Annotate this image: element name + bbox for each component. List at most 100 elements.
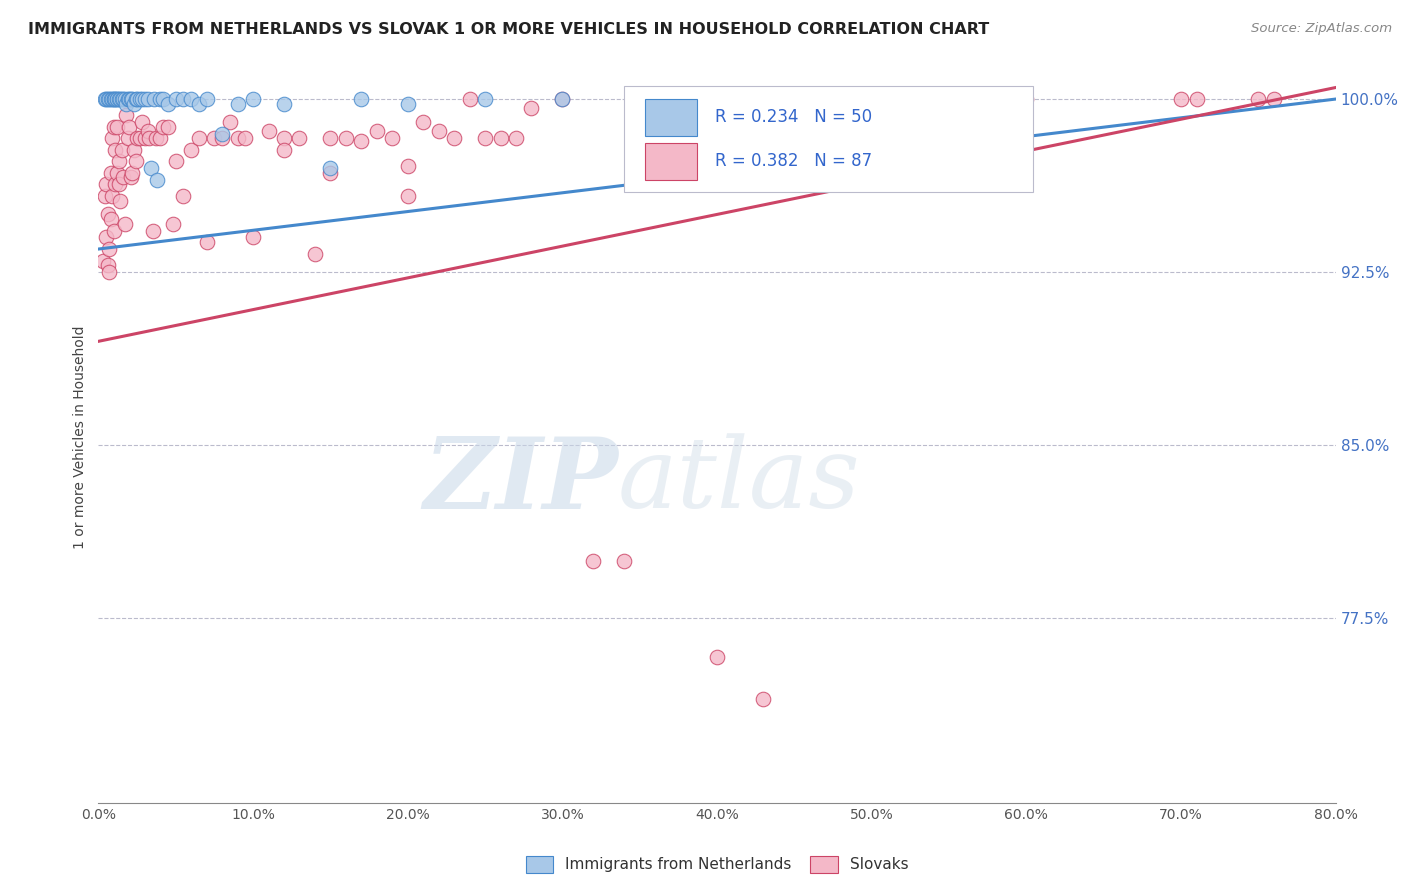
Point <box>96 230 118 244</box>
FancyBboxPatch shape <box>645 143 697 179</box>
Point <box>96 178 118 192</box>
Point <box>103 92 125 106</box>
Point <box>104 178 127 192</box>
Point <box>145 131 167 145</box>
Point <box>146 173 169 187</box>
Point <box>427 124 450 138</box>
Point <box>107 154 129 169</box>
Point <box>111 143 134 157</box>
Point <box>257 124 280 138</box>
Text: R = 0.382   N = 87: R = 0.382 N = 87 <box>714 153 872 170</box>
Point <box>288 131 311 145</box>
Point <box>551 92 574 106</box>
Point <box>124 92 146 106</box>
Point <box>443 131 465 145</box>
Point <box>138 131 160 145</box>
Point <box>165 92 187 106</box>
Text: atlas: atlas <box>619 434 860 529</box>
Point <box>1247 92 1270 106</box>
Point <box>319 166 342 180</box>
Point <box>396 159 419 173</box>
Point <box>396 189 419 203</box>
Point <box>105 120 128 134</box>
Point <box>127 131 149 145</box>
Point <box>165 154 187 169</box>
Point <box>131 92 153 106</box>
Point <box>520 101 543 115</box>
Point <box>173 189 195 203</box>
Text: ZIP: ZIP <box>423 433 619 529</box>
Point <box>458 92 481 106</box>
Point <box>366 124 388 138</box>
Point <box>242 92 264 106</box>
Point <box>489 131 512 145</box>
Point <box>115 96 138 111</box>
Point <box>97 207 120 221</box>
Text: R = 0.234   N = 50: R = 0.234 N = 50 <box>714 109 872 127</box>
Point <box>226 96 249 111</box>
Point <box>768 92 790 106</box>
Point <box>474 131 496 145</box>
Point <box>93 92 115 106</box>
Point <box>242 230 264 244</box>
Point <box>101 131 124 145</box>
Text: Source: ZipAtlas.com: Source: ZipAtlas.com <box>1251 22 1392 36</box>
Point <box>152 92 174 106</box>
Point <box>127 92 149 106</box>
Point <box>188 131 211 145</box>
Point <box>120 170 142 185</box>
Point <box>211 127 233 141</box>
Point <box>219 115 242 129</box>
Point <box>149 92 172 106</box>
Point <box>117 92 139 106</box>
Point <box>112 170 135 185</box>
Point <box>112 92 135 106</box>
Point <box>273 143 295 157</box>
Point <box>319 131 342 145</box>
Point <box>1015 92 1038 106</box>
Point <box>96 92 118 106</box>
Point <box>173 92 195 106</box>
Point <box>226 131 249 145</box>
Point <box>100 92 122 106</box>
Point <box>111 92 134 106</box>
Point <box>104 143 127 157</box>
Point <box>98 242 121 256</box>
Point <box>122 143 145 157</box>
Point <box>105 166 128 180</box>
Point <box>103 92 125 106</box>
Point <box>114 92 136 106</box>
Point <box>121 166 143 180</box>
Point <box>98 265 121 279</box>
Point <box>104 92 127 106</box>
Point <box>188 96 211 111</box>
Point <box>675 92 697 106</box>
FancyBboxPatch shape <box>645 99 697 136</box>
Point <box>211 131 233 145</box>
Point <box>103 120 125 134</box>
Point <box>474 92 496 106</box>
Point <box>118 120 141 134</box>
Point <box>124 154 146 169</box>
Point <box>101 92 124 106</box>
Point <box>235 131 257 145</box>
Point <box>105 92 128 106</box>
Point <box>98 92 121 106</box>
FancyBboxPatch shape <box>624 86 1032 192</box>
Point <box>1185 92 1208 106</box>
Text: IMMIGRANTS FROM NETHERLANDS VS SLOVAK 1 OR MORE VEHICLES IN HOUSEHOLD CORRELATIO: IMMIGRANTS FROM NETHERLANDS VS SLOVAK 1 … <box>28 22 990 37</box>
Point <box>101 189 124 203</box>
Point <box>644 92 666 106</box>
Point <box>107 92 129 106</box>
Point <box>195 92 218 106</box>
Point <box>335 131 357 145</box>
Point <box>180 92 202 106</box>
Point <box>162 217 184 231</box>
Point <box>129 131 152 145</box>
Point <box>319 161 342 176</box>
Point <box>115 108 138 122</box>
Point <box>157 96 180 111</box>
Point <box>142 223 165 237</box>
Point <box>108 92 131 106</box>
Point <box>149 131 172 145</box>
